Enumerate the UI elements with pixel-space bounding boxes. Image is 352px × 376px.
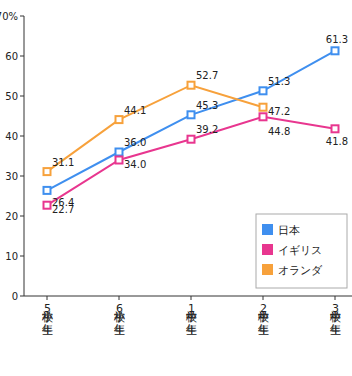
plot <box>44 47 339 208</box>
line <box>47 117 335 205</box>
legend-swatch <box>262 264 273 275</box>
y-axis <box>24 16 25 296</box>
x-tick <box>335 296 336 300</box>
data-label: 36.0 <box>124 137 146 148</box>
marker <box>44 202 51 209</box>
labels: 26.436.045.351.361.322.734.039.244.841.8… <box>52 34 348 215</box>
y-tick-label: 10 <box>5 251 18 262</box>
y-tick-label: 20 <box>5 211 18 222</box>
marker <box>116 149 123 156</box>
marker <box>332 125 339 132</box>
y-tick-label: 30 <box>5 171 18 182</box>
data-label: 39.2 <box>196 124 218 135</box>
y-tick <box>20 16 24 17</box>
data-label: 34.0 <box>124 159 146 170</box>
x-tick <box>191 296 192 300</box>
y-tick-label: 50 <box>5 91 18 102</box>
data-label: 44.1 <box>124 105 146 116</box>
marker <box>44 168 51 175</box>
data-label: 31.1 <box>52 157 74 168</box>
y-tick <box>20 216 24 217</box>
data-label: 61.3 <box>326 34 348 45</box>
data-label: 47.2 <box>268 106 290 117</box>
marker <box>188 111 195 118</box>
x-tick-label: 小学校6年生 <box>113 302 125 315</box>
y-tick <box>20 56 24 57</box>
data-label: 22.7 <box>52 204 74 215</box>
marker <box>116 116 123 123</box>
x-tick <box>263 296 264 300</box>
y-tick <box>20 136 24 137</box>
y-tick-label: 60 <box>5 51 18 62</box>
marker <box>188 136 195 143</box>
legend: 日本イギリスオランダ <box>256 214 347 288</box>
y-tick-label: 70% <box>0 11 18 22</box>
chart: 010203040506070%26.436.045.351.361.322.7… <box>0 0 352 376</box>
y-tick <box>20 176 24 177</box>
legend-label: 日本 <box>278 224 300 237</box>
y-tick-label: 40 <box>5 131 18 142</box>
data-label: 51.3 <box>268 76 290 87</box>
marker <box>188 82 195 89</box>
x-tick-label: 小学校5年生 <box>41 302 53 315</box>
data-label: 41.8 <box>326 136 348 147</box>
marker <box>44 187 51 194</box>
data-label: 52.7 <box>196 70 218 81</box>
y-tick <box>20 296 24 297</box>
x-tick-label: 中学校1年生 <box>185 302 197 315</box>
data-label: 45.3 <box>196 100 218 111</box>
x-axis <box>24 296 352 297</box>
x-tick <box>47 296 48 300</box>
y-tick <box>20 96 24 97</box>
marker <box>116 157 123 164</box>
x-tick-label: 中学校3年生 <box>329 302 341 315</box>
legend-label: イギリス <box>278 244 322 257</box>
x-tick-label: 中学校2年生 <box>257 302 269 315</box>
marker <box>260 87 267 94</box>
legend-swatch <box>262 244 273 255</box>
chart-svg: 010203040506070%26.436.045.351.361.322.7… <box>0 0 352 376</box>
legend-label: オランダ <box>278 264 323 277</box>
y-tick-label: 0 <box>12 291 18 302</box>
y-tick <box>20 256 24 257</box>
marker <box>332 47 339 54</box>
data-label: 44.8 <box>268 126 290 137</box>
marker <box>260 104 267 111</box>
legend-swatch <box>262 224 273 235</box>
marker <box>260 113 267 120</box>
legend-box <box>256 214 347 288</box>
x-tick <box>119 296 120 300</box>
line <box>47 85 263 171</box>
